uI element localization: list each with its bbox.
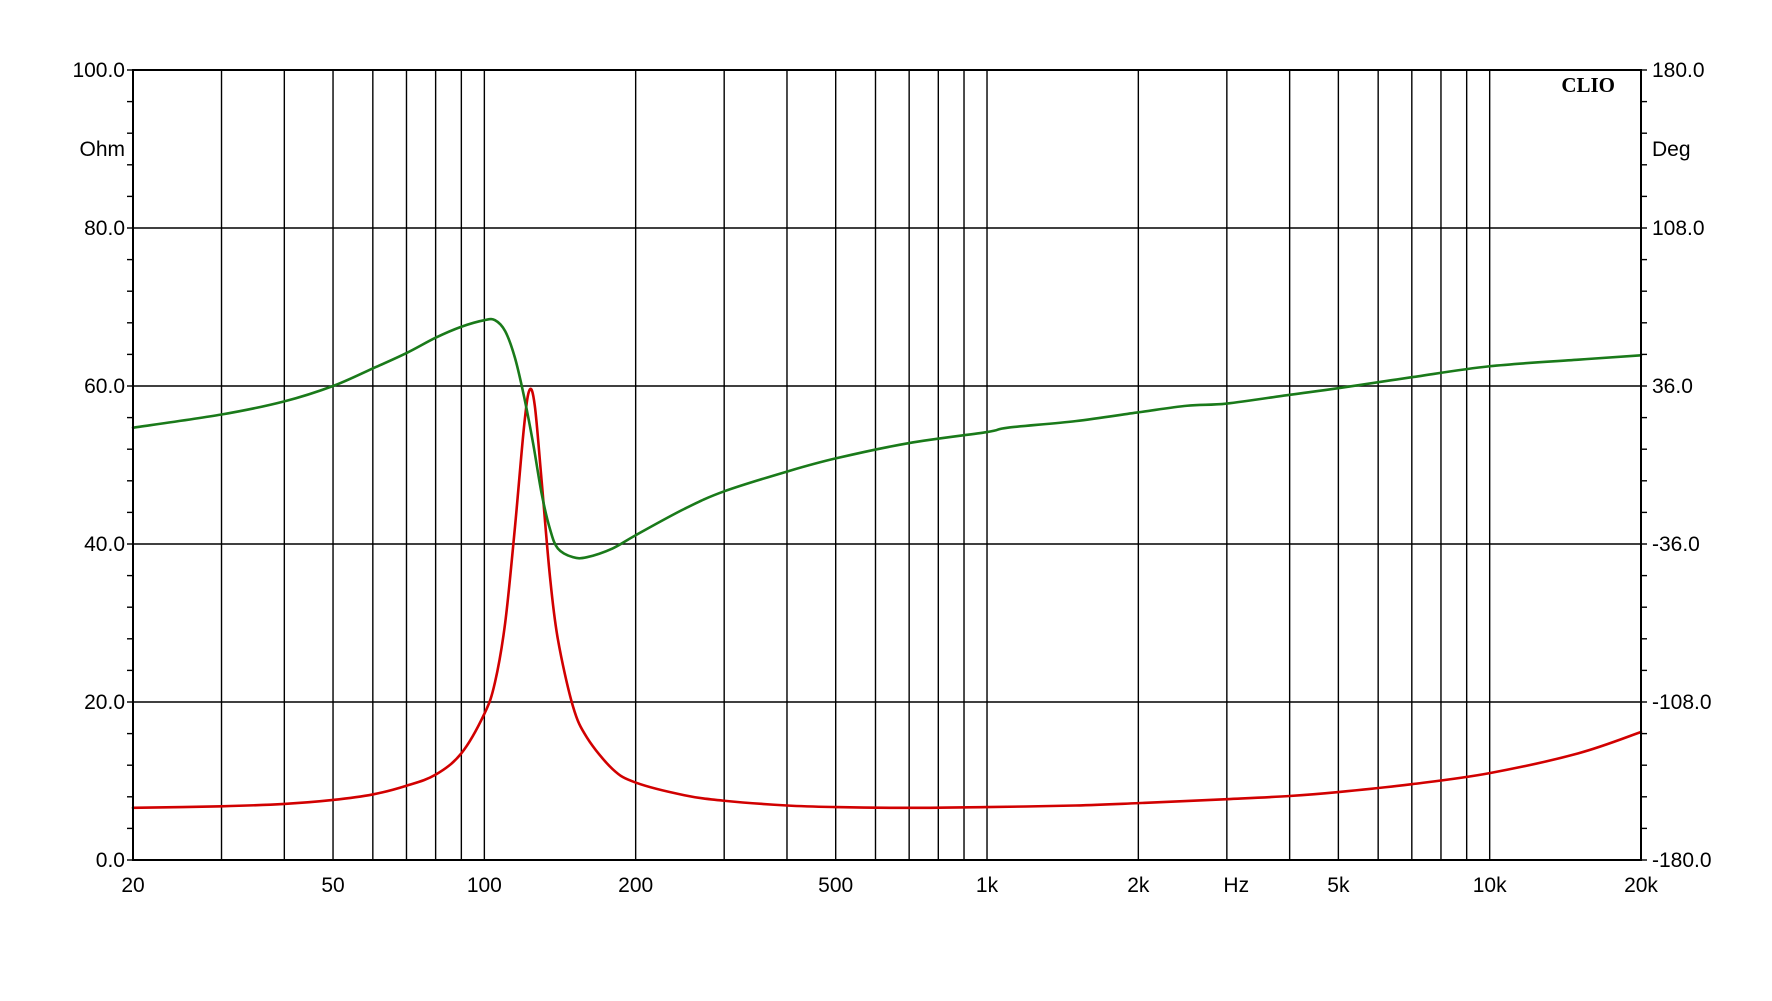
x-tick-label: 200 xyxy=(618,874,653,897)
brand-label: CLIO xyxy=(1561,73,1615,97)
x-tick-label: 50 xyxy=(321,874,344,897)
y-left-unit-label: Ohm xyxy=(79,138,125,161)
y-left-tick-label: 60.0 xyxy=(84,375,125,398)
y-right-unit-label: Deg xyxy=(1652,138,1691,161)
x-tick-label: 500 xyxy=(818,874,853,897)
phase-curve xyxy=(131,317,1643,560)
axis-ticks: 0.0 20.0 40.0 60.0 80.0 100.0 -180.0 -108.0 -36.… xyxy=(72,59,1711,897)
y-left-tick-label: 80.0 xyxy=(84,217,125,240)
grid-lines xyxy=(133,69,1642,861)
y-right-tick-label: 180.0 xyxy=(1652,59,1705,82)
x-tick-label: 20 xyxy=(121,874,144,897)
y-right-tick-label: -180.0 xyxy=(1652,849,1712,872)
y-left-tick-label: 20.0 xyxy=(84,691,125,714)
x-tick-label: 100 xyxy=(467,874,502,897)
y-right-tick-label: -36.0 xyxy=(1652,533,1700,556)
x-unit-label: Hz xyxy=(1223,874,1249,897)
y-left-tick-label: 0.0 xyxy=(96,849,125,872)
data-series xyxy=(131,317,1643,810)
y-right-tick-label: -108.0 xyxy=(1652,691,1712,714)
y-right-tick-label: 36.0 xyxy=(1652,375,1693,398)
x-tick-label: 1k xyxy=(976,874,999,897)
x-tick-label: 5k xyxy=(1327,874,1350,897)
x-tick-label: 2k xyxy=(1127,874,1150,897)
y-left-tick-label: 100.0 xyxy=(72,59,125,82)
y-right-tick-label: 108.0 xyxy=(1652,217,1705,240)
plot-frame xyxy=(132,69,1642,861)
y-left-tick-label: 40.0 xyxy=(84,533,125,556)
impedance-curve xyxy=(131,387,1643,810)
x-tick-label: 20k xyxy=(1624,874,1658,897)
x-tick-label: 10k xyxy=(1473,874,1507,897)
